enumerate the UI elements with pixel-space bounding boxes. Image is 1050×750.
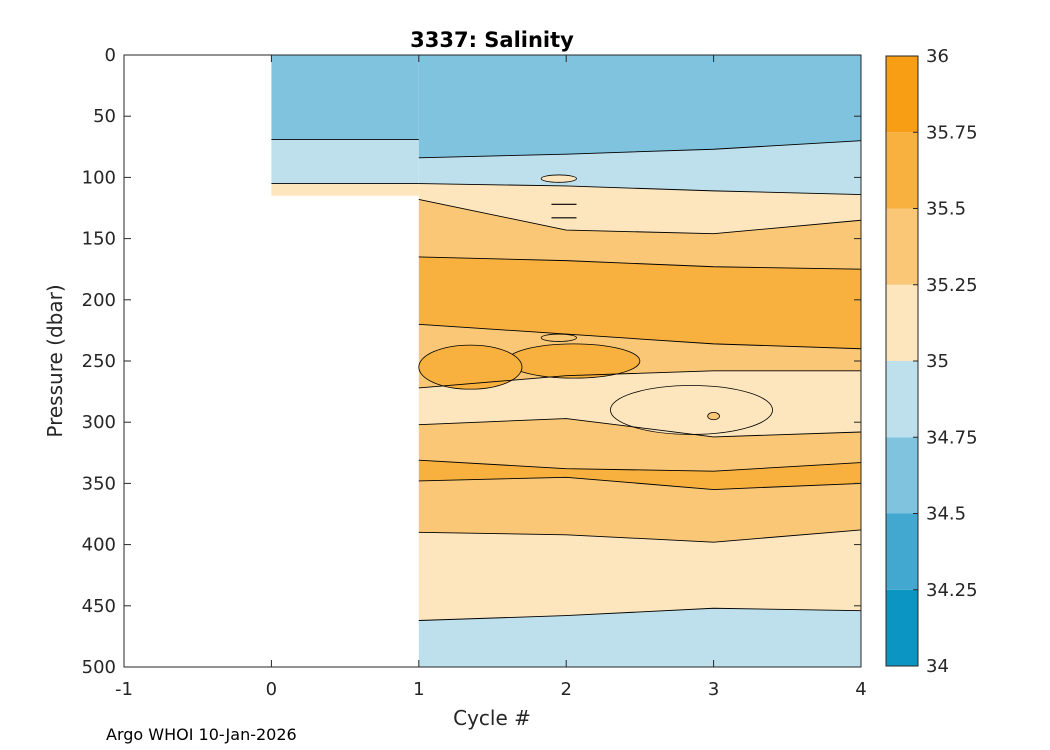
x-tick-label: 3: [708, 679, 719, 700]
contour-band: [418, 256, 861, 349]
y-tick-label: 400: [82, 535, 116, 556]
contour-blob: [707, 412, 720, 421]
contour-blob: [540, 333, 577, 342]
cycle0-band: [271, 139, 419, 184]
colorbar-cell: [886, 56, 918, 133]
contour-line: [418, 370, 861, 389]
contour-line: [418, 418, 861, 438]
footer-credit: Argo WHOI 10-Jan-2026: [106, 725, 297, 744]
y-tick-label: 0: [105, 45, 116, 66]
cycle0-band: [271, 183, 419, 196]
colorbar-ticks: 34 34.25 34.5 34.75 35 35.25 35.5 35.75 36: [913, 46, 978, 677]
y-tick-label: 250: [82, 351, 116, 372]
contour-band: [418, 460, 861, 490]
colorbar-tick-label: 35.25: [926, 275, 978, 296]
contour-blob: [540, 174, 577, 183]
contour-band: [418, 477, 861, 543]
y-tick-label: 200: [82, 290, 116, 311]
contour-line: [418, 198, 861, 235]
colorbar-cells: [886, 56, 918, 666]
colorbar-cell: [886, 132, 918, 209]
colorbar-cell: [886, 437, 918, 514]
colorbar-tick-label: 34.5: [926, 504, 966, 525]
x-tick-label: 2: [560, 679, 571, 700]
contour-band: [418, 55, 861, 158]
y-tick-label: 500: [82, 657, 116, 678]
contour-lines: [271, 139, 861, 621]
y-tick-label: 50: [93, 106, 116, 127]
y-tick-label: 300: [82, 412, 116, 433]
colorbar-cell: [886, 513, 918, 590]
contour-line: [418, 459, 861, 472]
contour-line: [418, 140, 861, 159]
contour-fills: [271, 55, 861, 667]
colorbar-tick-label: 35.5: [926, 199, 966, 220]
colorbar-tick-label: 34.75: [926, 427, 978, 448]
contour-band: [418, 199, 861, 270]
colorbar-cell: [886, 284, 918, 361]
colorbar-tick-label: 36: [926, 46, 949, 67]
x-tick-label: 4: [855, 679, 866, 700]
chart-title: 3337: Salinity: [410, 28, 574, 52]
colorbar-tick-label: 34: [926, 656, 949, 677]
colorbar-cell: [886, 589, 918, 666]
x-tick-label: -1: [115, 679, 133, 700]
y-tick-label: 150: [82, 229, 116, 250]
colorbar-tick-label: 35: [926, 351, 949, 372]
x-tick-label: 1: [413, 679, 424, 700]
x-tick-label: 0: [266, 679, 277, 700]
colorbar-cell: [886, 361, 918, 438]
contour-band: [418, 608, 861, 667]
plot-area: -1 0 1 2 3 4 0 50 100 150 200 250 300 350 400 450 500: [82, 45, 867, 700]
contour-line: [418, 183, 861, 195]
colorbar-tick-label: 35.75: [926, 122, 978, 143]
y-tick-label: 100: [82, 167, 116, 188]
y-axis-label: Pressure (dbar): [43, 284, 67, 437]
x-axis-label: Cycle #: [453, 706, 531, 730]
contour-band: [418, 140, 861, 195]
y-tick-label: 350: [82, 473, 116, 494]
contour-line: [418, 256, 861, 270]
contour-blob: [506, 343, 641, 379]
contour-band: [418, 183, 861, 234]
cycle0-band: [271, 55, 419, 140]
colorbar: 34 34.25 34.5 34.75 35 35.25 35.5 35.75 36: [885, 46, 978, 677]
contour-line: [418, 607, 861, 621]
colorbar-tick-label: 34.25: [926, 580, 978, 601]
contour-blob: [418, 344, 523, 390]
y-tick-label: 450: [82, 596, 116, 617]
x-axis: -1 0 1 2 3 4: [115, 55, 867, 700]
colorbar-cell: [886, 208, 918, 285]
y-axis: 0 50 100 150 200 250 300 350 400 450 500: [82, 45, 861, 678]
contour-line: [418, 529, 861, 543]
contour-band: [418, 529, 861, 621]
contour-line: [418, 476, 861, 490]
contour-band: [418, 418, 861, 472]
contour-line: [418, 323, 861, 350]
